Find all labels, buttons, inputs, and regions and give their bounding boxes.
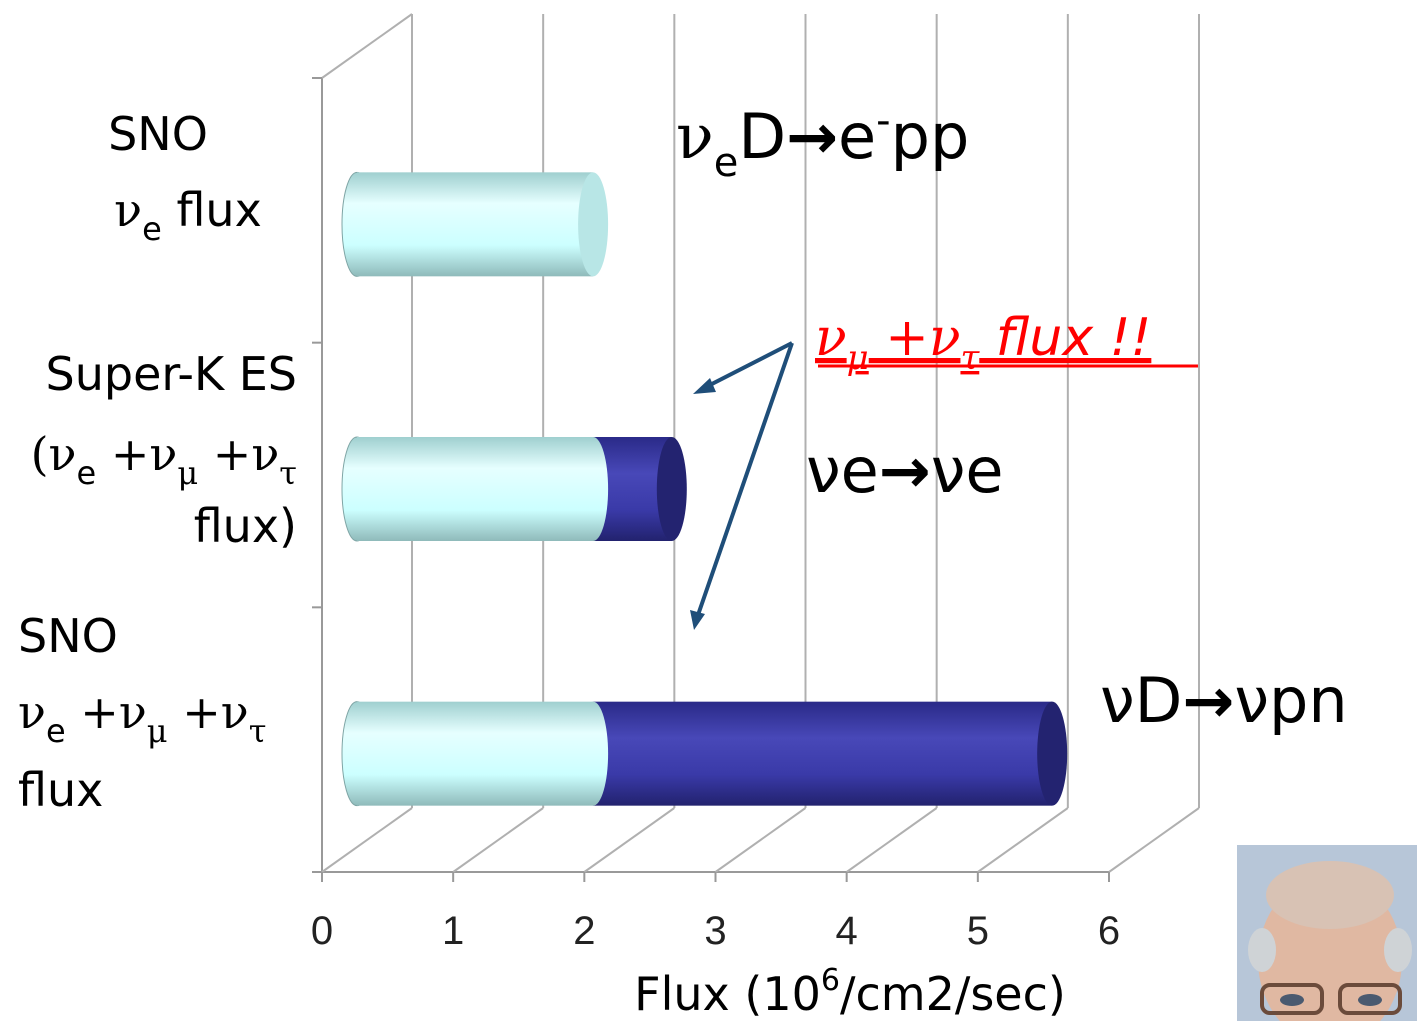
bar-cap xyxy=(578,172,608,276)
floor-line xyxy=(847,808,937,872)
category-label: flux xyxy=(18,763,103,817)
annotation: νD→νpn xyxy=(1100,664,1348,737)
bar-cap xyxy=(578,437,608,541)
floor-line xyxy=(322,808,412,872)
bar-segment xyxy=(357,437,608,541)
x-tick-label: 3 xyxy=(704,909,726,953)
bar-cap xyxy=(1037,702,1067,806)
annotation: νeD→e-pp xyxy=(676,98,969,186)
bar-segment xyxy=(357,172,608,276)
x-tick-label: 5 xyxy=(967,909,989,953)
pointer-arrows xyxy=(690,343,792,630)
chart: 0 1 2 3 4 5 6 SNO νe flux Super-K ES (νe +νμ +… xyxy=(0,0,1417,1021)
category-label: (νe +νμ +ντ xyxy=(31,427,297,492)
x-tick-label: 6 xyxy=(1098,909,1120,953)
bar-segment xyxy=(593,702,1067,806)
bar-segment xyxy=(357,702,608,806)
category-label: νe flux xyxy=(114,183,262,248)
x-axis-title: Flux (106/cm2/sec) xyxy=(634,963,1066,1021)
category-label: SNO xyxy=(108,107,208,161)
category-label: Super-K ES xyxy=(46,347,297,401)
bar-body xyxy=(593,702,1052,806)
x-tick-label: 4 xyxy=(836,909,858,953)
floor-line xyxy=(978,808,1068,872)
floor-line xyxy=(1109,808,1199,872)
floor-line xyxy=(584,808,674,872)
bar-body xyxy=(357,437,593,541)
bar-cap xyxy=(657,437,687,541)
floor-line xyxy=(453,808,543,872)
floor-line xyxy=(716,808,806,872)
x-tick-label: 2 xyxy=(573,909,595,953)
category-label: νe +νμ +ντ xyxy=(18,685,266,750)
wall-edge xyxy=(322,14,412,78)
category-label: flux) xyxy=(194,499,297,553)
bar-body xyxy=(357,172,593,276)
bar-cap xyxy=(578,702,608,806)
x-tick-label: 1 xyxy=(442,909,464,953)
category-label: SNO xyxy=(18,609,118,663)
x-tick-label: 0 xyxy=(311,909,333,953)
bar-body xyxy=(357,702,593,806)
portrait-photo xyxy=(1237,845,1417,1021)
annotation: νe→νe xyxy=(806,434,1004,507)
